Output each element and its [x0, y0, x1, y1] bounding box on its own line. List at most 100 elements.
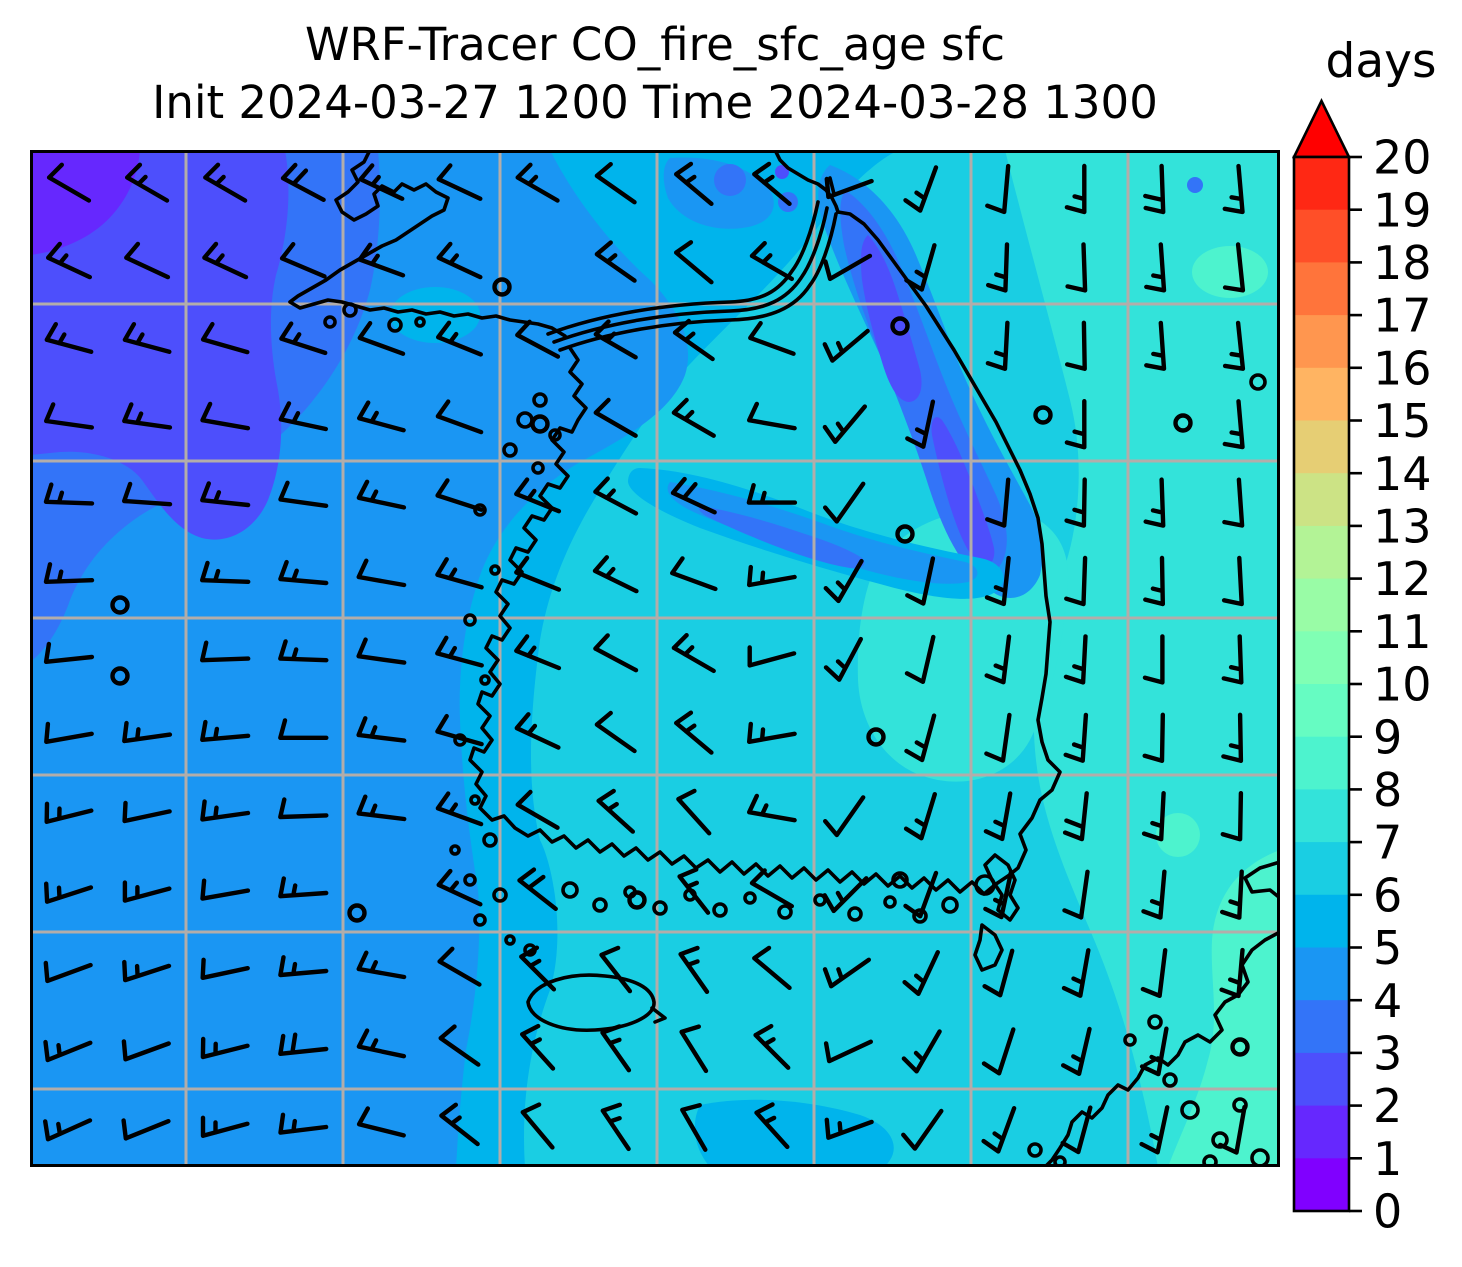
- wind-barb: [823, 795, 866, 838]
- wind-barb: [435, 557, 484, 590]
- contour-streak-necoast-2-3a: [860, 235, 922, 402]
- wind-barb: [823, 253, 873, 282]
- colorbar-tick-label: 10: [1373, 658, 1432, 712]
- wind-barb: [1064, 477, 1087, 528]
- colorbar-tick-label: 9: [1373, 710, 1402, 764]
- wind-barb: [824, 1117, 874, 1140]
- wind-barb: [1141, 869, 1167, 920]
- wind-barb: [904, 634, 936, 684]
- wind-barb: [822, 957, 871, 989]
- wind-barb: [670, 476, 717, 515]
- wind-barb: [747, 721, 797, 744]
- wind-barb: [435, 635, 484, 668]
- wind-barb: [1222, 477, 1245, 528]
- wind-barb: [1062, 791, 1089, 842]
- wind-barb: [515, 319, 561, 359]
- wind-barb: [748, 321, 796, 356]
- wind-barb: [278, 401, 328, 432]
- coastline-nk-north: [773, 150, 840, 214]
- wind-barb: [1063, 712, 1089, 763]
- coastlines: [288, 150, 1280, 1167]
- wind-barb: [901, 1029, 942, 1074]
- wind-barb: [279, 321, 328, 356]
- wind-barb: [1142, 634, 1165, 685]
- colorbar-band: [1294, 1052, 1349, 1107]
- wind-barb: [356, 479, 407, 510]
- wind-barb: [594, 162, 637, 205]
- wind-barb: [593, 633, 639, 673]
- wind-barb: [1143, 555, 1165, 607]
- contour-streak-seoul-4-5: [667, 482, 978, 584]
- wind-barb: [358, 163, 405, 201]
- wind-barb: [357, 400, 406, 433]
- wind-barb: [356, 1028, 407, 1059]
- contour-spot-topcenter-2-3: [775, 165, 789, 179]
- wind-barb: [674, 240, 714, 285]
- colorbar-band: [1294, 1158, 1349, 1212]
- contour-band-2-3: [30, 150, 289, 540]
- plot-subtitle: Init 2024-03-27 1200 Time 2024-03-28 130…: [152, 76, 1158, 129]
- wind-barb: [1061, 1026, 1092, 1076]
- wind-barb: [1221, 555, 1244, 607]
- wind-barb: [435, 791, 484, 827]
- contour-band-8-9-spot-b: [1156, 813, 1200, 857]
- wind-barb: [356, 950, 407, 980]
- wind-barb: [200, 799, 251, 822]
- wind-barb: [594, 710, 637, 754]
- wind-barb: [46, 162, 92, 203]
- wind-barb: [981, 1027, 1016, 1076]
- wind-barb: [200, 321, 250, 355]
- wind-barb: [904, 243, 937, 292]
- wind-barb: [278, 955, 329, 978]
- colorbar-band: [1294, 157, 1349, 211]
- contour-streak-seoul-3-4: [699, 506, 865, 569]
- wind-barbs-layer: [43, 161, 1250, 1155]
- wind-barb: [122, 402, 173, 430]
- wind-barb: [672, 318, 715, 362]
- wind-barb: [904, 713, 937, 763]
- wind-barb: [985, 320, 1010, 371]
- wind-barb: [43, 1118, 93, 1142]
- colorbar-tick-label: 16: [1373, 341, 1432, 395]
- wind-barb: [749, 241, 794, 282]
- wind-barb: [43, 641, 95, 664]
- wind-barb: [754, 1102, 790, 1150]
- colorbar-band: [1294, 1000, 1349, 1054]
- wind-barb: [676, 788, 712, 836]
- wind-barb: [746, 483, 798, 505]
- wind-barb: [278, 876, 329, 899]
- wind-barb: [747, 564, 797, 588]
- calm-wind-circle: [110, 666, 130, 686]
- wind-barb: [356, 794, 407, 822]
- wind-barb: [122, 481, 173, 507]
- wind-barb: [1142, 712, 1165, 763]
- wind-barb: [200, 878, 251, 901]
- wind-barb: [1144, 242, 1167, 293]
- dmz-line-1: [558, 212, 838, 352]
- wind-barb: [1144, 320, 1167, 371]
- small-islands: [323, 302, 1270, 1167]
- wind-barb: [437, 946, 482, 987]
- wind-barb: [356, 716, 407, 743]
- wind-barb: [1143, 163, 1166, 215]
- wind-barb: [1139, 1026, 1169, 1077]
- figure-titles: WRF-Tracer CO_fire_sfc_age sfc Init 2024…: [0, 16, 1310, 132]
- wind-barb: [200, 560, 251, 584]
- wind-barb: [749, 868, 794, 909]
- wind-barb: [1218, 1104, 1247, 1155]
- wind-barb: [1219, 947, 1245, 999]
- kyushu-coastline: [1043, 930, 1280, 1167]
- plot-title: WRF-Tracer CO_fire_sfc_age sfc: [304, 18, 1005, 71]
- wind-barb: [674, 710, 714, 755]
- wind-barb: [44, 801, 94, 824]
- wind-barb: [43, 1039, 93, 1063]
- colorbar-band: [1294, 315, 1349, 369]
- wind-barb: [1139, 1105, 1170, 1155]
- wind-barb: [985, 477, 1011, 528]
- wind-barb: [515, 789, 560, 830]
- calm-wind-circle: [1230, 1037, 1250, 1057]
- wind-barb: [517, 867, 558, 911]
- wind-barb: [202, 241, 249, 280]
- wind-barb: [438, 1024, 481, 1067]
- wind-barb: [671, 397, 716, 438]
